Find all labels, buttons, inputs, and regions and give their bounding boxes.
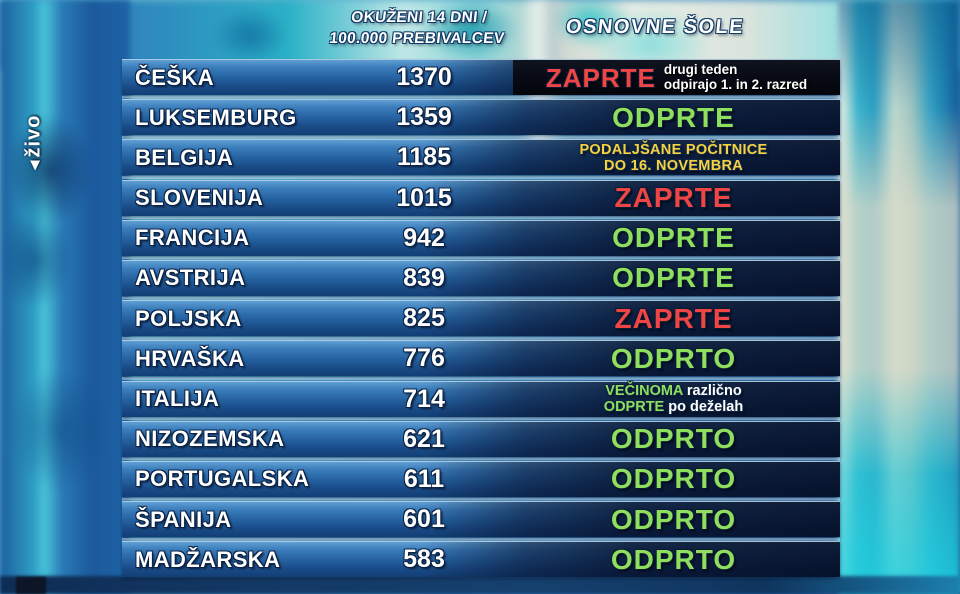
- school-status-value: ODPRTO: [610, 503, 737, 535]
- infection-rate-value: 1185: [396, 143, 452, 172]
- country-label: LUKSEMBURG: [135, 104, 297, 130]
- background-bottom-band: [0, 576, 960, 594]
- table-row: POLJSKA 825 ZAPRTE: [122, 300, 840, 337]
- school-status-value: ZAPRTE: [614, 302, 733, 334]
- school-status-cell: ODPRTO: [507, 502, 840, 537]
- country-label: SLOVENIJA: [135, 185, 264, 211]
- infection-rate-value: 776: [403, 344, 445, 373]
- table-row: NIZOZEMSKA 621 ODPRTO: [122, 420, 840, 457]
- country-label: POLJSKA: [135, 305, 242, 331]
- school-status-cell: ZAPRTE: [507, 301, 840, 336]
- infection-rate-value: 1015: [396, 183, 452, 212]
- infection-rate-value: 583: [403, 545, 445, 574]
- infection-rate-value: 942: [403, 223, 445, 252]
- table-row: LUKSEMBURG 1359 ODPRTE: [122, 99, 840, 136]
- live-badge-label: živo: [22, 114, 45, 157]
- school-status-value: ODPRTE: [612, 222, 735, 254]
- live-arrow-icon: ◀: [26, 161, 41, 170]
- school-status-cell: ZAPRTE drugi teden odpirajo 1. in 2. razre…: [513, 60, 840, 95]
- school-status-mixed: VEČINOMA različno ODPRTE po deželah: [603, 383, 744, 415]
- schools-status-table: ČEŠKA 1370 ZAPRTE drugi teden odpirajo 1. in…: [122, 59, 840, 578]
- background-right-blur: [838, 0, 960, 594]
- country-label: PORTUGALSKA: [135, 466, 310, 492]
- infection-rate-value: 601: [403, 505, 445, 534]
- school-status-cell: VEČINOMA različno ODPRTE po deželah: [507, 382, 840, 417]
- school-status-value: ODPRTO: [610, 543, 737, 575]
- school-status-cell: ODPRTO: [507, 462, 840, 497]
- column-header-infections: OKUŽENI 14 DNI / 100.000 PREBIVALCEV: [316, 7, 520, 49]
- infection-rate-value: 611: [403, 464, 445, 493]
- school-status-cell: ODPRTE: [507, 221, 840, 256]
- infection-rate-value: 621: [403, 424, 445, 453]
- country-label: ŠPANIJA: [135, 506, 232, 532]
- infection-rate-value: 1359: [396, 103, 452, 132]
- infections-header-line1: OKUŽENI 14 DNI /: [350, 9, 488, 26]
- table-row: ITALIJA 714 VEČINOMA različno ODPRTE po dež…: [122, 380, 840, 417]
- school-status-value: ZAPRTE: [545, 62, 656, 93]
- school-status-cell: ODPRTO: [507, 422, 840, 457]
- school-status-cell: ODPRTE: [507, 261, 840, 296]
- infection-rate-value: 1370: [396, 63, 452, 91]
- school-status-value: ODPRTE: [612, 101, 735, 133]
- school-status-note: drugi teden odpirajo 1. in 2. razred: [663, 62, 808, 92]
- bottom-left-logo-fragment: [16, 577, 46, 594]
- country-label: FRANCIJA: [135, 225, 250, 251]
- table-row: SLOVENIJA 1015 ZAPRTE: [122, 179, 840, 216]
- infection-rate-value: 714: [403, 384, 445, 413]
- country-label: MADŽARSKA: [135, 546, 281, 572]
- school-status-cell: ZAPRTE: [507, 181, 840, 216]
- table-row: PORTUGALSKA 611 ODPRTO: [122, 460, 840, 497]
- school-status-value: ODPRTO: [610, 463, 737, 495]
- column-header-schools: OSNOVNE ŠOLE: [564, 16, 746, 38]
- infection-rate-value: 825: [403, 304, 445, 333]
- school-status-value: ODPRTE: [612, 262, 735, 294]
- school-status-note-yellow: PODALJŠANE POČITNICE DO 16. NOVEMBRA: [579, 141, 768, 174]
- country-label: ČEŠKA: [135, 64, 215, 90]
- school-status-value: ZAPRTE: [614, 182, 733, 214]
- table-row: BELGIJA 1185 PODALJŠANE POČITNICE DO 16. NO…: [122, 139, 840, 176]
- school-status-cell: ODPRTO: [507, 341, 840, 376]
- table-row: ČEŠKA 1370 ZAPRTE drugi teden odpirajo 1. in…: [122, 59, 840, 95]
- school-status-value: ODPRTO: [610, 423, 737, 455]
- country-label: NIZOZEMSKA: [135, 426, 285, 452]
- country-label: BELGIJA: [135, 144, 234, 170]
- school-status-cell: PODALJŠANE POČITNICE DO 16. NOVEMBRA: [507, 140, 840, 175]
- country-label: AVSTRIJA: [135, 265, 246, 291]
- infection-rate-value: 839: [403, 263, 445, 292]
- table-row: FRANCIJA 942 ODPRTE: [122, 219, 840, 256]
- school-status-cell: ODPRTE: [507, 100, 840, 135]
- country-label: HRVAŠKA: [135, 345, 245, 371]
- school-status-cell: ODPRTO: [507, 542, 840, 577]
- table-row: ŠPANIJA 601 ODPRTO: [122, 501, 840, 538]
- school-status-value: ODPRTO: [610, 342, 737, 374]
- table-row: AVSTRIJA 839 ODPRTE: [122, 259, 840, 296]
- infections-header-line2: 100.000 PREBIVALCEV: [328, 30, 506, 47]
- live-badge: ◀ živo: [8, 92, 60, 192]
- table-row: HRVAŠKA 776 ODPRTO: [122, 340, 840, 377]
- table-row: MADŽARSKA 583 ODPRTO: [122, 541, 840, 578]
- country-label: ITALIJA: [135, 386, 220, 411]
- background-left-glassware: [0, 0, 130, 594]
